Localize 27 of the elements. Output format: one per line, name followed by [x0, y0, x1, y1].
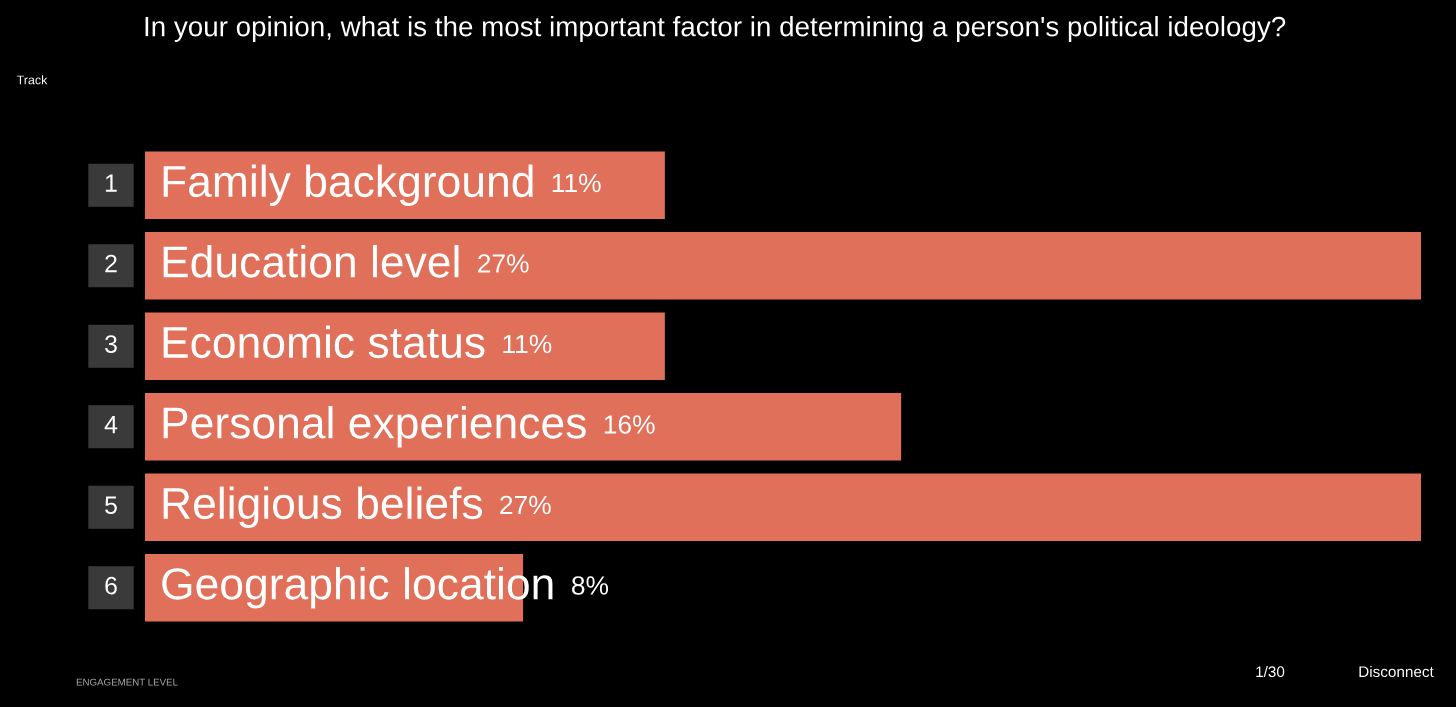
text: 6	[105, 576, 117, 595]
y-tick-label: Education level	[163, 245, 459, 278]
text: 5	[105, 496, 117, 514]
bar	[145, 473, 1421, 542]
y-tick-label: Personal experiences	[163, 406, 586, 448]
y-tick-label: Economic status	[163, 325, 485, 359]
text: Track	[16, 75, 48, 85]
data-label: 27%	[478, 254, 529, 273]
text: 1	[105, 174, 117, 192]
bar	[145, 392, 902, 461]
text: 2	[105, 254, 117, 273]
data-label: 16%	[604, 415, 655, 434]
data-label: 11%	[552, 173, 601, 193]
text: Disconnect	[1359, 665, 1434, 678]
bar	[145, 312, 665, 381]
text: 1/30	[1256, 665, 1285, 678]
text: 4	[104, 416, 118, 434]
y-tick-label: Religious beliefs	[163, 486, 483, 528]
bar	[145, 151, 665, 220]
chart-title: In your opinion, what is the most important factor in determining a person's political ideology?	[145, 16, 1286, 42]
text: 3	[105, 335, 117, 353]
data-label: 8%	[572, 576, 609, 595]
bar	[145, 231, 1421, 300]
data-label: 27%	[500, 495, 551, 515]
y-tick-label: Family background	[163, 164, 533, 206]
text: ENGAGEMENT LEVEL	[76, 678, 178, 686]
data-label: 11%	[503, 334, 552, 354]
